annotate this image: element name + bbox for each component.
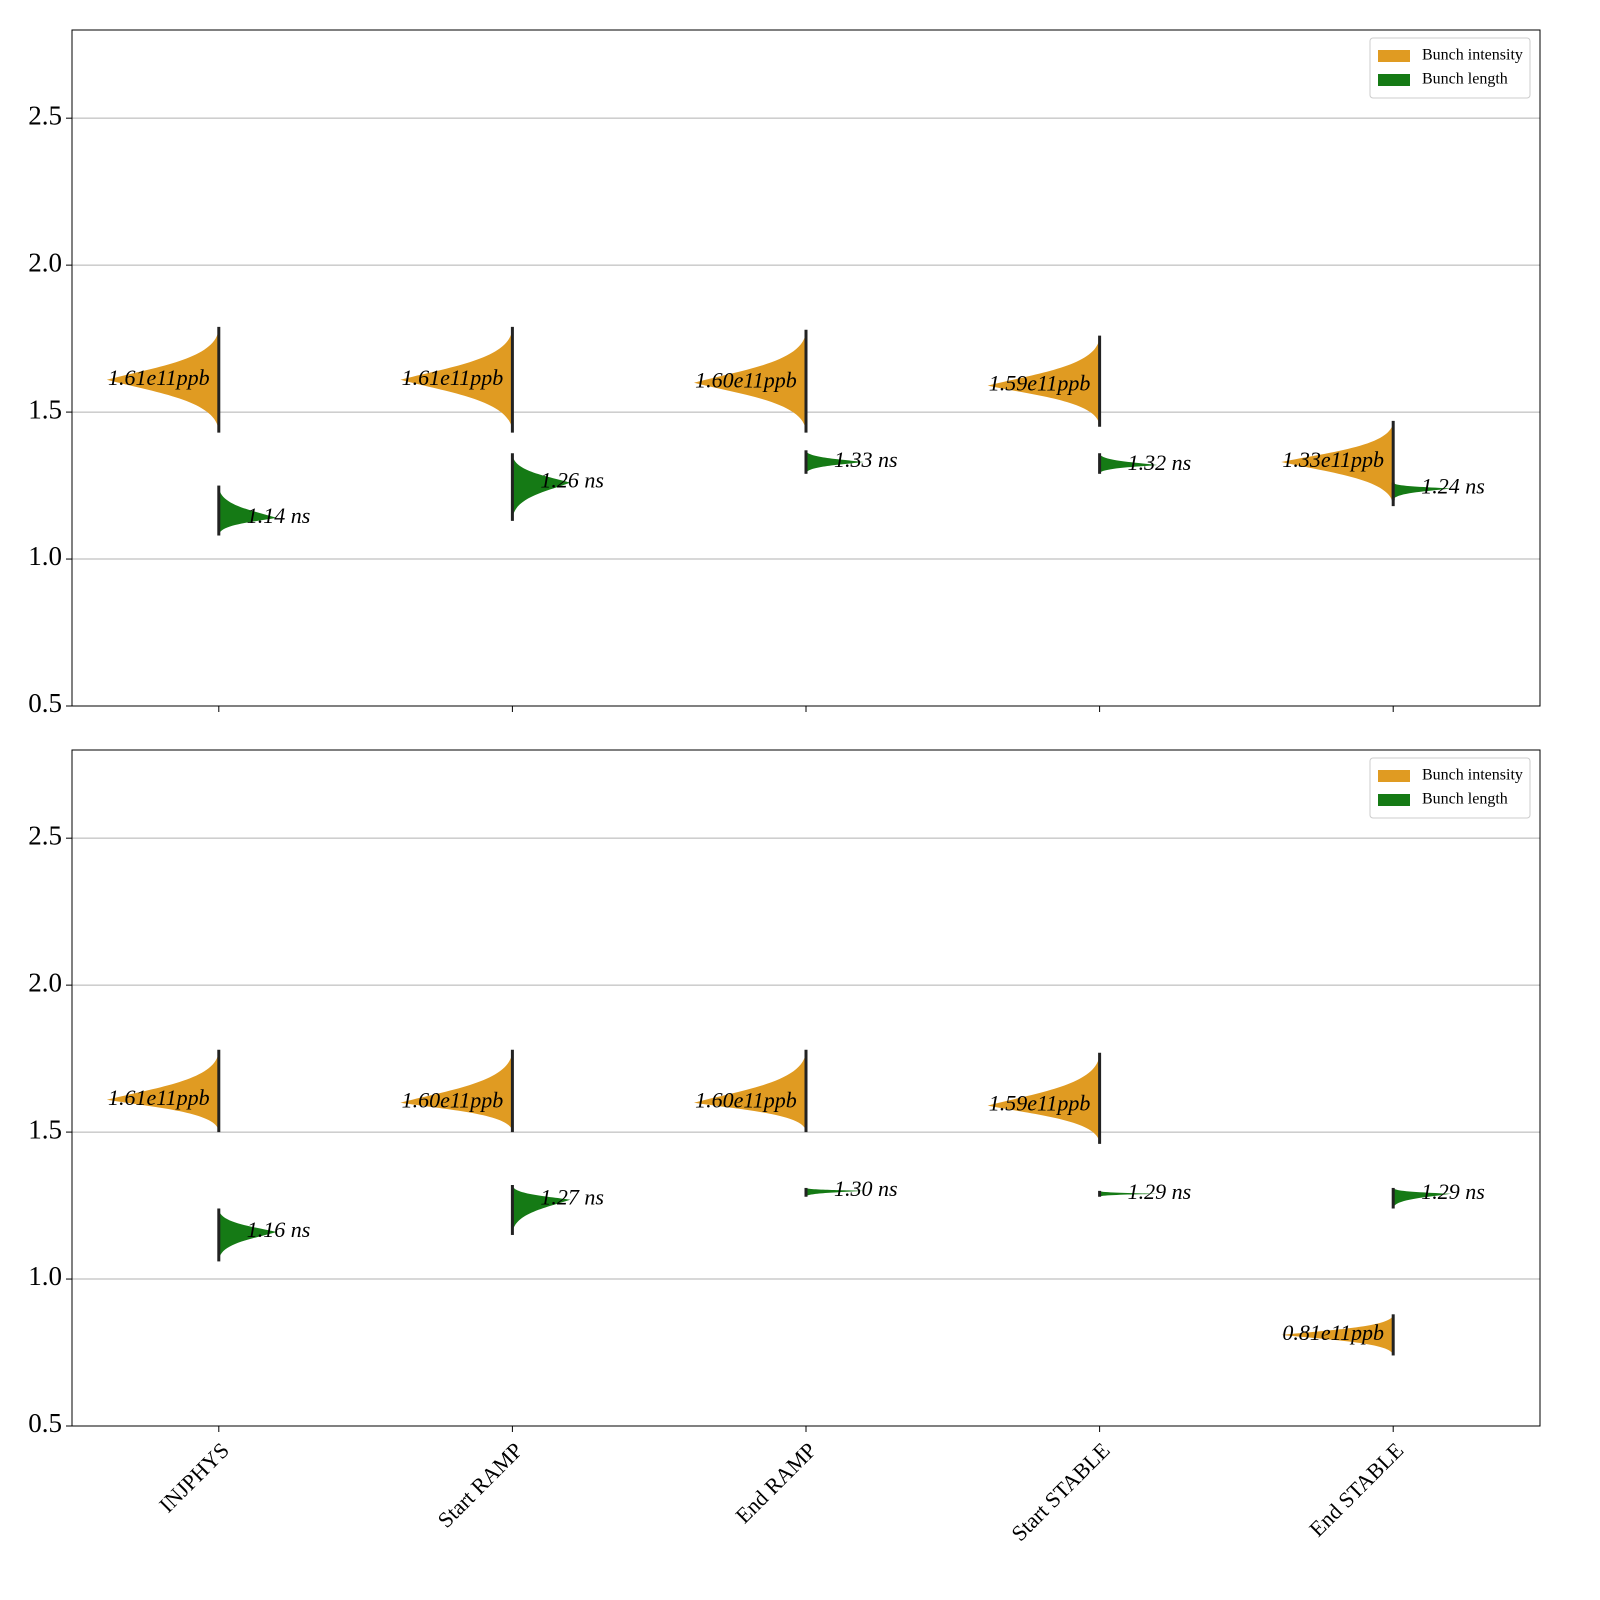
violin-half bbox=[694, 1049, 806, 1133]
y-tick-label: 1.5 bbox=[28, 394, 62, 424]
x-tick-label: End STABLE bbox=[1304, 1437, 1408, 1541]
violin-half bbox=[512, 1184, 571, 1235]
value-label: 1.61e11ppb bbox=[402, 365, 504, 390]
value-label: 1.24 ns bbox=[1421, 474, 1485, 499]
value-label: 0.81e11ppb bbox=[1282, 1320, 1384, 1345]
x-tick-label: Start RAMP bbox=[432, 1437, 527, 1532]
y-tick-label: 2.5 bbox=[28, 100, 62, 130]
y-tick-label: 2.5 bbox=[28, 820, 62, 850]
violin-half bbox=[987, 1052, 1100, 1144]
violin-half bbox=[806, 450, 864, 474]
y-tick-label: 1.0 bbox=[28, 541, 62, 571]
legend-label: Bunch length bbox=[1422, 791, 1508, 808]
legend-swatch bbox=[1378, 794, 1410, 806]
violin-half bbox=[1099, 1190, 1158, 1197]
value-label: 1.26 ns bbox=[540, 468, 604, 493]
plot-frame bbox=[71, 29, 1541, 707]
y-tick-label: 0.5 bbox=[28, 688, 62, 718]
y-tick-label: 1.0 bbox=[28, 1261, 62, 1291]
value-label: 1.61e11ppb bbox=[108, 365, 210, 390]
value-label: 1.33e11ppb bbox=[1282, 447, 1384, 472]
violin-half bbox=[1393, 482, 1452, 501]
value-label: 1.59e11ppb bbox=[989, 1091, 1091, 1116]
violin-half bbox=[1281, 420, 1394, 507]
value-label: 1.29 ns bbox=[1421, 1179, 1485, 1204]
value-label: 1.59e11ppb bbox=[989, 371, 1091, 396]
value-label: 1.33 ns bbox=[834, 447, 898, 472]
value-label: 1.30 ns bbox=[834, 1176, 898, 1201]
legend-swatch bbox=[1378, 50, 1410, 62]
legend-label: Bunch intensity bbox=[1422, 767, 1523, 784]
violin-half bbox=[106, 1049, 219, 1133]
violin-half bbox=[1099, 453, 1158, 474]
legend-swatch bbox=[1378, 74, 1410, 86]
value-label: 1.60e11ppb bbox=[402, 1088, 504, 1113]
value-label: 1.32 ns bbox=[1128, 450, 1192, 475]
value-label: 1.16 ns bbox=[247, 1217, 311, 1242]
violin-half bbox=[1281, 1314, 1394, 1356]
legend-label: Bunch length bbox=[1422, 71, 1508, 88]
violin-half bbox=[218, 485, 277, 536]
x-tick-label: INJPHYS bbox=[154, 1437, 234, 1517]
y-tick-label: 1.5 bbox=[28, 1114, 62, 1144]
violin-half bbox=[694, 329, 806, 433]
violin-half bbox=[512, 453, 571, 521]
y-tick-label: 2.0 bbox=[28, 247, 62, 277]
y-tick-label: 2.0 bbox=[28, 967, 62, 997]
violin-half bbox=[218, 1208, 277, 1262]
violin-half bbox=[1393, 1187, 1452, 1209]
plot-frame bbox=[71, 749, 1541, 1427]
value-label: 1.27 ns bbox=[540, 1185, 604, 1210]
legend-label: Bunch intensity bbox=[1422, 47, 1523, 64]
value-label: 1.60e11ppb bbox=[695, 368, 797, 393]
x-tick-label: Start STABLE bbox=[1006, 1437, 1114, 1545]
violin-half bbox=[400, 326, 513, 433]
value-label: 1.60e11ppb bbox=[695, 1088, 797, 1113]
violin-half bbox=[400, 1049, 513, 1133]
legend-swatch bbox=[1378, 770, 1410, 782]
value-label: 1.29 ns bbox=[1128, 1179, 1192, 1204]
value-label: 1.14 ns bbox=[247, 503, 311, 528]
y-tick-label: 0.5 bbox=[28, 1408, 62, 1438]
x-tick-label: End RAMP bbox=[730, 1437, 821, 1528]
violin-half bbox=[987, 335, 1100, 427]
violin-half bbox=[106, 326, 219, 433]
violin-half bbox=[806, 1187, 864, 1197]
value-label: 1.61e11ppb bbox=[108, 1085, 210, 1110]
